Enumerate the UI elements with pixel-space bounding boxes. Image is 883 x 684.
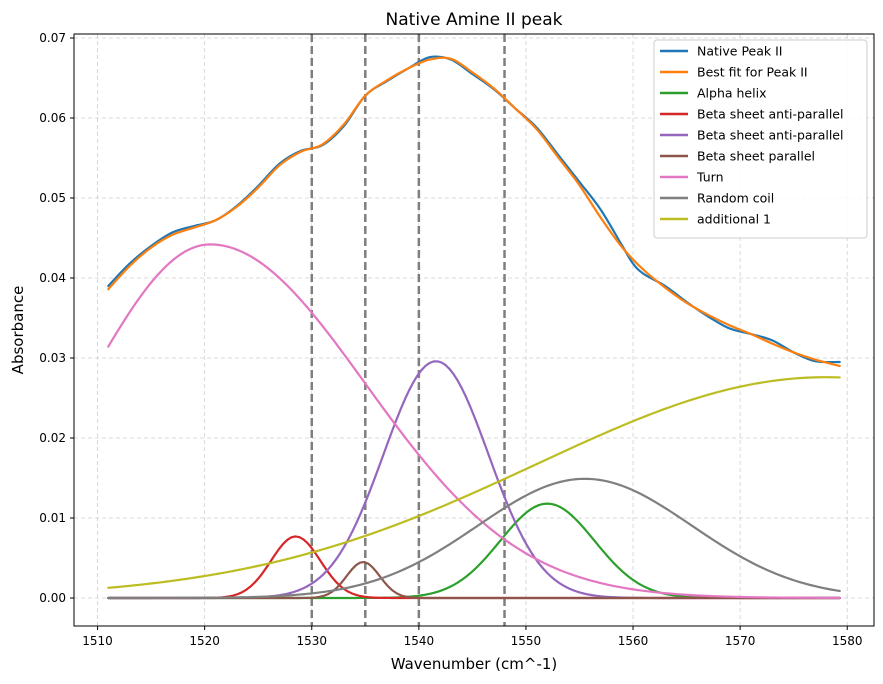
- x-axis-ticks: 1510 1520 1530 1540 1550 1560 1570 1580: [82, 626, 862, 648]
- y-tick-label: 0.00: [39, 591, 66, 605]
- series-line-best-fit-for-peak-ii-1: [107, 56, 841, 368]
- x-tick-label: 1530: [296, 634, 327, 648]
- series-line-turn-6: [107, 243, 841, 600]
- legend-box: [653, 39, 868, 239]
- legend-label: Alpha helix: [697, 86, 766, 101]
- series-lines: [107, 55, 841, 600]
- x-tick-label: 1520: [189, 634, 220, 648]
- y-tick-label: 0.04: [39, 271, 66, 285]
- x-tick-label: 1570: [725, 634, 756, 648]
- plot-frame: [73, 33, 875, 627]
- legend-label: Turn: [696, 170, 724, 185]
- chart-title: Native Amine II peak: [386, 10, 563, 30]
- legend-label: Beta sheet parallel: [697, 149, 815, 164]
- series-line-additional-1-8: [107, 376, 841, 589]
- legend-label: Native Peak II: [697, 44, 782, 59]
- legend: Native Peak II Best fit for Peak II Alpha …: [653, 39, 868, 239]
- y-axis-label: Absorbance: [9, 286, 27, 375]
- series-line-random-coil-7: [107, 477, 841, 600]
- x-tick-label: 1560: [618, 634, 649, 648]
- y-tick-label: 0.06: [39, 111, 66, 125]
- y-tick-label: 0.05: [39, 191, 66, 205]
- y-axis-ticks: 0.00 0.01 0.02 0.03 0.04 0.05 0.06 0.07: [39, 31, 74, 605]
- y-tick-label: 0.03: [39, 351, 66, 365]
- x-axis-label: Wavenumber (cm^-1): [391, 655, 558, 673]
- x-tick-label: 1540: [404, 634, 435, 648]
- y-tick-label: 0.07: [39, 31, 66, 45]
- legend-label: additional 1: [697, 212, 771, 227]
- legend-label: Best fit for Peak II: [697, 65, 808, 80]
- y-tick-label: 0.01: [39, 511, 66, 525]
- x-tick-label: 1510: [82, 634, 113, 648]
- y-tick-label: 0.02: [39, 431, 66, 445]
- legend-label: Random coil: [697, 191, 774, 206]
- x-tick-label: 1580: [832, 634, 863, 648]
- reference-lines: [310, 34, 506, 626]
- legend-label: Beta sheet anti-parallel: [697, 107, 843, 122]
- legend-label: Beta sheet anti-parallel: [697, 128, 843, 143]
- x-tick-label: 1550: [511, 634, 542, 648]
